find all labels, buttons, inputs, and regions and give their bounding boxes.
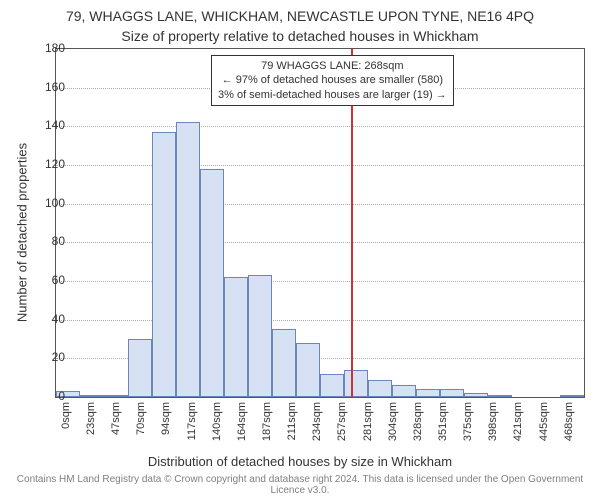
histogram-bar [368, 380, 392, 397]
x-tick-label: 70sqm [135, 402, 147, 452]
histogram-bar [440, 389, 464, 397]
x-tick-label: 398sqm [487, 402, 499, 452]
x-tick-label: 375sqm [462, 402, 474, 452]
y-tick-label: 140 [25, 118, 65, 132]
x-tick-label: 257sqm [336, 402, 348, 452]
y-tick-label: 20 [25, 350, 65, 364]
gridline [56, 281, 584, 282]
y-tick-label: 100 [25, 196, 65, 210]
x-tick-label: 211sqm [286, 402, 298, 452]
y-tick-label: 160 [25, 80, 65, 94]
annotation-line: 79 WHAGGS LANE: 268sqm [218, 59, 447, 73]
histogram-bar [296, 343, 320, 397]
histogram-bar [320, 374, 344, 397]
histogram-bar [104, 395, 128, 397]
x-tick-label: 234sqm [311, 402, 323, 452]
plot-area: 79 WHAGGS LANE: 268sqm← 97% of detached … [55, 48, 585, 398]
x-tick-label: 47sqm [110, 402, 122, 452]
annotation-line: 3% of semi-detached houses are larger (1… [218, 88, 447, 102]
y-tick-label: 60 [25, 273, 65, 287]
x-tick-label: 351sqm [437, 402, 449, 452]
gridline [56, 320, 584, 321]
copyright-text: Contains HM Land Registry data © Crown c… [0, 474, 600, 496]
annotation-box: 79 WHAGGS LANE: 268sqm← 97% of detached … [211, 55, 454, 106]
x-tick-label: 94sqm [160, 402, 172, 452]
gridline [56, 204, 584, 205]
gridline [56, 126, 584, 127]
histogram-bar [488, 395, 512, 397]
annotation-line: ← 97% of detached houses are smaller (58… [218, 73, 447, 87]
y-tick-label: 180 [25, 41, 65, 55]
gridline [56, 165, 584, 166]
x-tick-label: 0sqm [60, 402, 72, 452]
chart-title-line1: 79, WHAGGS LANE, WHICKHAM, NEWCASTLE UPO… [0, 8, 600, 24]
x-tick-label: 421sqm [512, 402, 524, 452]
x-tick-label: 117sqm [186, 402, 198, 452]
histogram-bar [416, 389, 440, 397]
histogram-bar [128, 339, 152, 397]
histogram-bar [248, 275, 272, 397]
histogram-bar [392, 385, 416, 397]
y-tick-label: 120 [25, 157, 65, 171]
histogram-bar [344, 370, 368, 397]
histogram-bar [560, 395, 584, 397]
gridline [56, 242, 584, 243]
x-axis-label: Distribution of detached houses by size … [0, 454, 600, 469]
x-tick-label: 187sqm [261, 402, 273, 452]
histogram-bar [272, 329, 296, 397]
histogram-bar [176, 122, 200, 397]
chart-container: 79, WHAGGS LANE, WHICKHAM, NEWCASTLE UPO… [0, 0, 600, 500]
histogram-bar [464, 393, 488, 397]
x-tick-label: 140sqm [211, 402, 223, 452]
histogram-bar [80, 395, 104, 397]
y-tick-label: 0 [25, 389, 65, 403]
histogram-bar [224, 277, 248, 397]
y-tick-label: 80 [25, 234, 65, 248]
x-tick-label: 23sqm [85, 402, 97, 452]
x-tick-label: 304sqm [387, 402, 399, 452]
y-tick-label: 40 [25, 312, 65, 326]
x-tick-label: 281sqm [362, 402, 374, 452]
x-tick-label: 468sqm [563, 402, 575, 452]
x-tick-label: 328sqm [412, 402, 424, 452]
histogram-bar [152, 132, 176, 397]
x-tick-label: 445sqm [538, 402, 550, 452]
chart-title-line2: Size of property relative to detached ho… [0, 28, 600, 44]
x-tick-label: 164sqm [236, 402, 248, 452]
histogram-bar [200, 169, 224, 397]
